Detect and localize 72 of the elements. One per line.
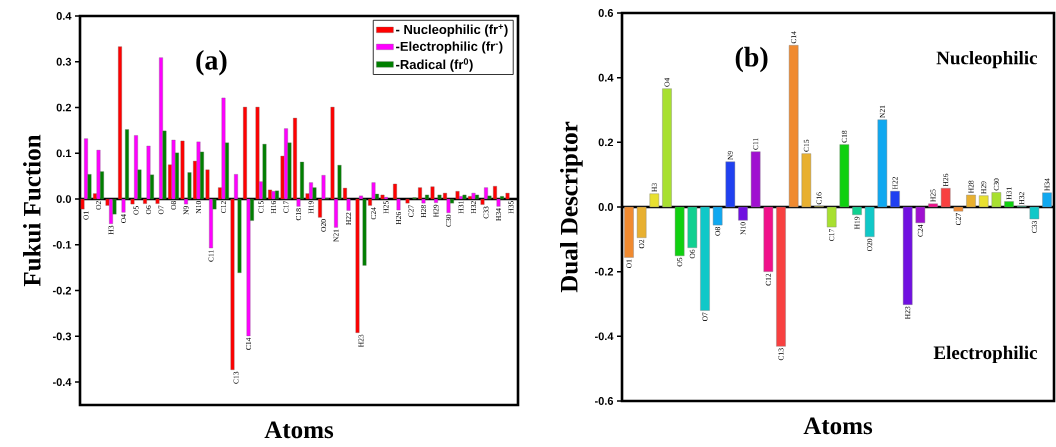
y-tick-label: 0.4: [56, 12, 72, 20]
legend-label: -Radical (fr$^{0}$): [396, 58, 473, 72]
y-tick-label: -0.4: [52, 378, 72, 387]
bar: [146, 145, 151, 200]
bar: [309, 182, 313, 200]
y-tick-label: 0.3: [56, 57, 72, 66]
y-axis-title: Dual Descriptor: [560, 121, 583, 293]
bar: [1004, 201, 1014, 208]
y-tick-label: -0.2: [594, 267, 614, 276]
y-tick-label: -0.4: [594, 332, 614, 341]
x-axis-title: Atoms: [264, 421, 334, 439]
bar: [624, 206, 634, 258]
bar: [738, 206, 748, 221]
x-axis-title: Atoms: [803, 417, 873, 435]
bar: [662, 88, 672, 208]
bar: [978, 195, 989, 208]
bar: [890, 190, 900, 208]
bar: [928, 203, 938, 208]
y-tick-label: 0.2: [598, 138, 614, 147]
bar: [725, 161, 736, 208]
y-tick-label: -0.2: [52, 286, 72, 295]
bar: [915, 206, 926, 224]
y-tick-label: -0.3: [52, 332, 72, 341]
bar: [864, 206, 875, 237]
bar: [355, 198, 360, 333]
bar: [674, 206, 685, 257]
bar: [826, 206, 837, 228]
bar: [109, 198, 113, 224]
bar: [953, 206, 964, 212]
bar: [159, 57, 163, 200]
bar: [636, 206, 647, 238]
y-tick-label: 0.0: [56, 195, 72, 203]
bar: [462, 194, 467, 200]
bar: [405, 198, 410, 204]
bar: [1029, 206, 1040, 220]
bar: [649, 193, 660, 208]
bar: [1042, 192, 1052, 208]
bar: [788, 45, 799, 208]
y-tick-label: 0.6: [598, 9, 614, 17]
annotation: Nucleophilic: [936, 50, 1038, 69]
y-tick-label: 0.1: [56, 149, 72, 158]
bar: [776, 206, 786, 347]
bar: [966, 194, 976, 208]
bar: [700, 206, 710, 311]
bar: [196, 141, 201, 200]
y-tick-label: -0.1: [52, 240, 72, 249]
bar: [801, 153, 812, 208]
y-tick-label: 0.4: [598, 73, 614, 82]
bar: [940, 188, 951, 208]
annotation: Electrophilic: [933, 345, 1038, 364]
bar: [902, 206, 913, 305]
bar: [852, 206, 862, 215]
bar: [471, 192, 476, 200]
y-tick-label: 0.0: [598, 203, 614, 211]
legend-label: - Nucleophilic (fr$^{+}$): [396, 24, 508, 37]
bar: [877, 119, 888, 208]
bar: [750, 151, 761, 208]
bar: [221, 97, 226, 200]
bar: [687, 206, 698, 248]
bar: [96, 149, 101, 200]
y-axis-title: Fukui Fuction: [23, 134, 41, 287]
bar: [839, 144, 850, 208]
bar: [712, 206, 723, 226]
legend-label: -Electrophilic (fr$^{-}$): [396, 41, 503, 54]
bar: [991, 192, 1002, 208]
bar: [763, 206, 774, 272]
text: (a): [196, 50, 227, 76]
text: (b): [735, 46, 768, 73]
y-tick-label: 0.2: [56, 103, 72, 112]
bar: [171, 139, 176, 200]
y-tick-label: -0.6: [594, 397, 614, 405]
bar: [271, 191, 276, 200]
